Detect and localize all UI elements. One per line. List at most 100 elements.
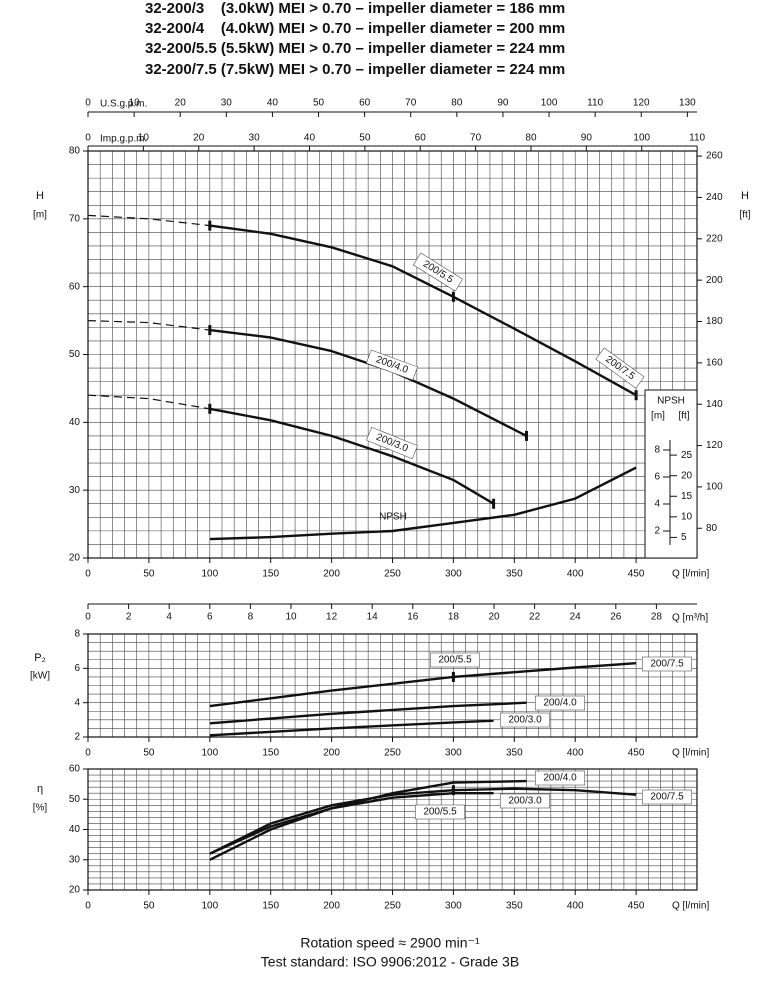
top-tick-label: 10 — [138, 133, 150, 144]
top-tick-label: 0 — [85, 612, 91, 623]
curve — [209, 792, 494, 855]
top-tick-label: 0 — [85, 98, 91, 109]
y-tick-label: 20 — [69, 553, 81, 564]
npsh-ft-tick-label: 15 — [681, 491, 693, 502]
curve-label-box — [499, 712, 550, 728]
y2-tick-label: 180 — [706, 316, 723, 327]
curve-label-box — [595, 347, 645, 389]
y2-tick-label: 240 — [706, 192, 723, 203]
curve — [209, 407, 495, 505]
y-tick-label: 60 — [69, 281, 81, 292]
npsh-ft-tick-label: 10 — [681, 511, 693, 522]
curve-label: 200/7.5 — [650, 792, 684, 803]
top-tick-label: 30 — [249, 133, 261, 144]
y2-axis-unit: [ft] — [739, 210, 750, 221]
top-tick-label: 60 — [359, 98, 371, 109]
top-tick-label: 40 — [304, 133, 316, 144]
y2-tick-label: 120 — [706, 440, 723, 451]
npsh-unit: [ft] — [678, 411, 689, 422]
top-tick-label: 100 — [633, 133, 650, 144]
curve-label-box — [641, 656, 692, 672]
x-tick-label: 200 — [323, 569, 340, 580]
top-tick-label: 90 — [581, 133, 593, 144]
x-tick-label: 350 — [506, 569, 523, 580]
top-axis-label: Imp.g.p.m. — [100, 134, 147, 145]
top-tick-label: 80 — [525, 133, 537, 144]
title-line: 32-200/4 (4.0kW) MEI > 0.70 – impeller d… — [145, 20, 565, 37]
x-tick-label: 0 — [85, 901, 91, 912]
npsh-ft-tick-label: 5 — [681, 532, 687, 543]
x-tick-label: 450 — [628, 748, 645, 759]
npsh-ft-tick-label: 20 — [681, 470, 693, 481]
x-tick-label: 300 — [445, 901, 462, 912]
x-tick-label: 250 — [384, 569, 401, 580]
curve — [209, 328, 528, 437]
top-tick-label: 20 — [488, 612, 500, 623]
top-tick-label: 10 — [129, 98, 141, 109]
note: Rotation speed ≈ 2900 min⁻¹ — [300, 935, 480, 951]
top-tick-label: 16 — [407, 612, 419, 623]
x-tick-label: 450 — [628, 569, 645, 580]
x-tick-label: 250 — [384, 748, 401, 759]
curve — [209, 779, 527, 861]
x-tick-label: 150 — [262, 569, 279, 580]
top-tick-label: 110 — [587, 98, 603, 109]
y-tick-label: 6 — [74, 663, 80, 674]
y-axis-label: H — [36, 190, 44, 202]
curve — [87, 214, 210, 227]
x-tick-label: 350 — [506, 748, 523, 759]
y-tick-label: 40 — [69, 417, 81, 428]
curve-label-box — [412, 252, 464, 292]
curve-label: 200/5.5 — [423, 807, 457, 818]
npsh-tick-label: 4 — [654, 499, 660, 510]
curve — [87, 320, 210, 331]
top-tick-label: 10 — [285, 612, 297, 623]
top-tick-label: 70 — [470, 133, 482, 144]
top-tick-label: 6 — [207, 612, 213, 623]
x-tick-label: 50 — [143, 748, 155, 759]
x-tick-label: 400 — [567, 569, 584, 580]
x-tick-label: 0 — [85, 748, 91, 759]
x-tick-label: 300 — [445, 748, 462, 759]
npsh-box — [644, 389, 698, 559]
top-tick-label: 14 — [367, 612, 379, 623]
top-tick-label: 20 — [193, 133, 205, 144]
npsh-tick-label: 2 — [654, 526, 660, 537]
top-axis-label: U.S.g.p.m. — [100, 99, 147, 110]
curve-label-box — [414, 804, 465, 820]
y-tick-label: 60 — [69, 764, 81, 775]
y2-tick-label: 260 — [706, 151, 723, 162]
curve-label: 200/3.0 — [508, 796, 542, 807]
top-tick-label: 2 — [126, 612, 132, 623]
x-tick-label: 150 — [262, 748, 279, 759]
top-tick-label: 20 — [175, 98, 187, 109]
curve-label-box — [366, 349, 418, 381]
x-tick-label: 400 — [567, 901, 584, 912]
y-tick-label: 8 — [74, 629, 80, 640]
curve-label: NPSH — [379, 512, 407, 523]
y-axis-unit: [%] — [33, 803, 48, 814]
y2-tick-label: 200 — [706, 275, 723, 286]
curve — [209, 789, 454, 855]
top-tick-label: 50 — [359, 133, 371, 144]
x-tick-label: 100 — [201, 748, 218, 759]
curve-label-box — [641, 789, 692, 805]
top-axis-label: Q [m³/h] — [672, 613, 708, 624]
y-axis-label: η — [37, 783, 43, 795]
curve-label-box — [366, 426, 418, 460]
top-tick-label: 100 — [541, 98, 558, 109]
top-tick-label: 4 — [166, 612, 172, 623]
curve — [209, 701, 527, 725]
top-tick-label: 26 — [610, 612, 622, 623]
curve-label: 200/3.0 — [508, 715, 542, 726]
y-axis-unit: [m] — [33, 210, 47, 221]
y-tick-label: 4 — [74, 697, 80, 708]
curve — [452, 295, 637, 397]
top-tick-label: 120 — [633, 98, 650, 109]
x-tick-label: 300 — [445, 569, 462, 580]
y2-tick-label: 80 — [706, 523, 718, 534]
y-axis-label: P₂ — [34, 652, 46, 664]
x-tick-label: 250 — [384, 901, 401, 912]
curve-label-box — [499, 793, 550, 809]
